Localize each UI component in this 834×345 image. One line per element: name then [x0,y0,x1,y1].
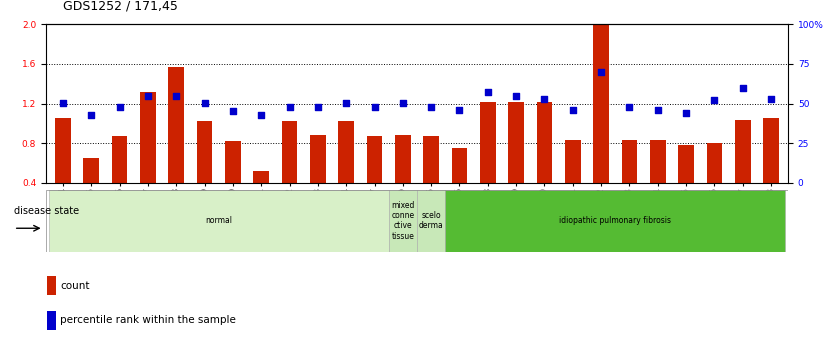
Bar [565,140,580,183]
Bar [140,91,156,183]
Point [84,112,98,117]
Point [566,107,580,112]
Point [311,104,324,109]
Bar [678,145,694,183]
Bar [367,136,382,183]
Text: mixed
conne
ctive
tissue: mixed conne ctive tissue [391,201,414,241]
Bar [83,158,99,183]
Bar [650,140,666,183]
Bar [735,120,751,183]
Text: count: count [60,281,89,290]
Text: GDS1252 / 171,45: GDS1252 / 171,45 [63,0,178,12]
Bar [706,143,722,183]
Point [481,90,495,95]
Point [708,98,721,103]
Point [56,101,69,106]
Bar [593,25,609,183]
Point [736,85,750,90]
Bar [424,136,439,183]
Point [453,107,466,112]
Text: scelo
derma: scelo derma [419,211,444,230]
Point [283,104,296,109]
Bar [537,101,552,183]
Point [226,109,239,114]
Bar [310,135,325,183]
Text: normal: normal [205,216,232,225]
Bar [763,118,779,183]
FancyBboxPatch shape [417,190,445,252]
Point [368,104,381,109]
Point [510,93,523,98]
Bar [197,121,213,183]
Text: idiopathic pulmonary fibrosis: idiopathic pulmonary fibrosis [560,216,671,225]
Bar [225,141,241,183]
Point [113,104,126,109]
Bar [48,310,56,330]
Point [623,104,636,109]
Bar [509,101,524,183]
Point [339,101,353,106]
Text: disease state: disease state [13,207,79,216]
Bar [168,67,184,183]
Bar [480,101,495,183]
Point [651,107,665,112]
Point [425,104,438,109]
Bar [452,148,467,183]
Point [396,101,409,106]
Point [680,110,693,116]
Bar [395,135,410,183]
Bar [112,136,128,183]
FancyBboxPatch shape [389,190,417,252]
Point [595,69,608,75]
Bar [282,121,297,183]
Bar [254,171,269,183]
FancyBboxPatch shape [445,190,786,252]
Text: percentile rank within the sample: percentile rank within the sample [60,315,236,325]
Bar [339,121,354,183]
Bar [55,118,71,183]
Point [538,96,551,101]
Bar [48,276,56,295]
Bar [621,140,637,183]
Point [169,93,183,98]
FancyBboxPatch shape [48,190,389,252]
Point [198,101,211,106]
Point [765,96,778,101]
Point [141,93,154,98]
Point [254,112,268,117]
